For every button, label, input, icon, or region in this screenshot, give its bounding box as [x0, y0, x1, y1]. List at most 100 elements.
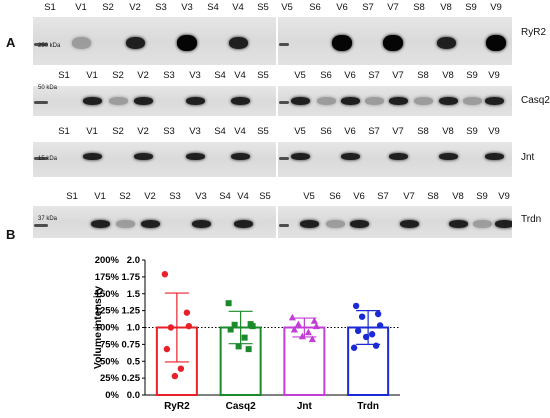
data-point [350, 344, 358, 351]
protein-band [115, 219, 135, 228]
lane-label: V5 [294, 126, 306, 137]
lane-label: V1 [94, 191, 106, 202]
lane-label: V5 [303, 191, 315, 202]
ladder-lane [279, 156, 289, 160]
ladder-lane [279, 43, 289, 47]
protein-band [230, 97, 250, 105]
protein-band [332, 35, 352, 52]
ladder-lane [34, 223, 48, 227]
protein-band [133, 153, 153, 161]
protein-band [90, 219, 110, 228]
protein-band [191, 219, 211, 228]
data-point [308, 335, 316, 342]
data-point [227, 326, 234, 333]
lane-label: S4 [219, 191, 231, 202]
protein-band [185, 153, 205, 161]
lane-label: V1 [86, 70, 98, 81]
y-tick-percent-label: 100% [95, 323, 120, 334]
data-point [225, 300, 232, 307]
y-tick-percent-label: 25% [100, 373, 120, 384]
panel-b-label: B [6, 227, 16, 242]
lane-label: V8 [442, 70, 454, 81]
lane-label: V1 [75, 2, 87, 13]
ladder-lane [279, 223, 289, 227]
protein-band [448, 219, 468, 228]
protein-band [233, 219, 253, 228]
protein-band [484, 97, 504, 105]
protein-band [177, 35, 197, 52]
lane-label: S4 [207, 2, 219, 13]
lane-label: S6 [309, 2, 321, 13]
lane-label: S2 [119, 191, 131, 202]
lane-label: S6 [320, 126, 332, 137]
protein-band [299, 219, 319, 228]
y-tick-percent-label: 75% [100, 339, 120, 350]
protein-band [316, 97, 336, 105]
protein-band [140, 219, 160, 228]
ladder-lane [34, 101, 48, 104]
protein-band [399, 219, 419, 228]
y-tick-percent-label: 150% [95, 289, 120, 300]
data-point [310, 317, 318, 324]
kda-marker: 15 kDa [38, 155, 58, 162]
data-point [177, 365, 185, 372]
protein-band [230, 153, 250, 161]
y-tick-percent-label: 200% [95, 255, 120, 266]
lane-label: S5 [257, 70, 269, 81]
lane-label: S5 [259, 191, 271, 202]
lane-label: S3 [163, 126, 175, 137]
category-label: Trdn [357, 401, 379, 412]
protein-band [325, 219, 345, 228]
y-tick-percent-label: 50% [100, 356, 120, 367]
blot-image [33, 206, 276, 238]
lane-label: S3 [163, 70, 175, 81]
lane-label: S4 [214, 70, 226, 81]
protein-band [484, 153, 504, 161]
data-point [312, 322, 320, 330]
lane-label: V6 [336, 2, 348, 13]
lane-label: V8 [442, 126, 454, 137]
lane-label: V4 [234, 126, 246, 137]
protein-band [290, 153, 310, 161]
blot-image [278, 86, 512, 116]
data-point [183, 309, 191, 316]
y-tick-label: 1.75 [122, 272, 141, 283]
protein-band [438, 153, 458, 161]
kda-marker: 250 kDa [38, 42, 61, 49]
lane-label: V6 [353, 191, 365, 202]
lane-label: S5 [257, 2, 269, 13]
data-point [161, 270, 169, 278]
lane-label: S7 [368, 126, 380, 137]
lane-label: S3 [155, 2, 167, 13]
data-point [185, 322, 193, 330]
lane-label: S9 [465, 2, 477, 13]
lane-label: V6 [344, 126, 356, 137]
protein-band [340, 153, 360, 161]
lane-label: V4 [237, 191, 249, 202]
y-tick-percent-label: 125% [95, 306, 120, 317]
protein-band [383, 35, 403, 52]
protein-band [228, 37, 248, 50]
y-tick-label: 1.5 [127, 289, 141, 300]
protein-band [413, 97, 433, 105]
data-point [372, 342, 380, 349]
lane-label: V4 [232, 2, 244, 13]
data-point [290, 325, 298, 333]
lane-label: V3 [195, 191, 207, 202]
protein-band [438, 97, 458, 105]
protein-band [82, 97, 102, 105]
y-tick-percent-label: 175% [95, 272, 120, 283]
lane-label: V7 [387, 2, 399, 13]
lane-label: S1 [58, 70, 70, 81]
data-point [298, 332, 306, 340]
lane-label: S2 [102, 2, 114, 13]
lane-label: V7 [403, 191, 415, 202]
lane-label: S1 [66, 191, 78, 202]
lane-label: S8 [413, 2, 425, 13]
data-point [235, 343, 242, 350]
kda-marker: 37 kDa [38, 216, 58, 223]
category-label: Jnt [297, 401, 313, 412]
lane-label: V9 [488, 70, 500, 81]
category-label: Casq2 [226, 401, 256, 412]
